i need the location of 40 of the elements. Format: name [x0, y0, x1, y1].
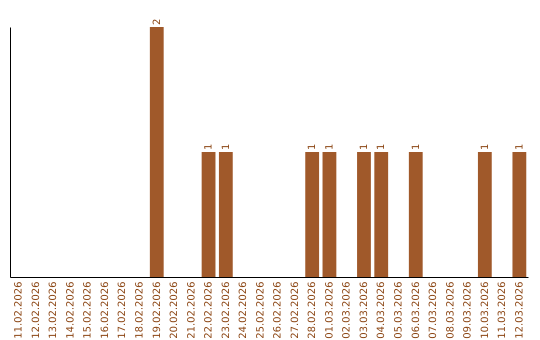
x-tick-label: 14.02.2026	[65, 282, 76, 339]
x-tick-label: 23.02.2026	[220, 282, 232, 339]
data-label: 1	[480, 144, 491, 150]
x-tick-label: 12.03.2026	[514, 282, 526, 339]
x-tick-label: 16.02.2026	[100, 282, 111, 339]
data-label: 1	[220, 144, 232, 150]
x-tick-label: 13.02.2026	[48, 282, 60, 339]
x-tick-label: 25.02.2026	[255, 282, 266, 339]
data-label: 2	[152, 18, 163, 25]
x-tick-label: 28.02.2026	[307, 282, 318, 339]
x-tick-label: 03.03.2026	[358, 282, 370, 339]
x-tick-label: 20.02.2026	[169, 282, 180, 339]
data-label: 1	[410, 144, 422, 150]
x-tick-label: 06.03.2026	[410, 282, 422, 339]
data-label: 1	[204, 144, 215, 150]
data-label: 1	[376, 144, 388, 150]
x-tick-label: 11.02.2026	[14, 282, 25, 339]
data-label: 1	[307, 144, 318, 150]
x-tick-label: 08.03.2026	[445, 282, 456, 339]
data-label: 1	[514, 144, 526, 150]
data-label: 1	[358, 144, 370, 150]
x-tick-label: 19.02.2026	[152, 282, 163, 339]
x-tick-label: 24.02.2026	[238, 282, 250, 339]
x-tick-label: 01.03.2026	[324, 282, 336, 339]
x-tick-label: 22.02.2026	[204, 282, 215, 339]
x-tick-label: 26.02.2026	[272, 282, 284, 339]
data-label: 1	[324, 144, 336, 150]
x-tick-label: 10.03.2026	[480, 282, 491, 339]
x-tick-label: 27.02.2026	[290, 282, 301, 339]
x-tick-label: 11.03.2026	[497, 282, 508, 339]
x-tick-label: 09.03.2026	[462, 282, 474, 339]
x-tick-label: 05.03.2026	[394, 282, 404, 339]
x-tick-label: 02.03.2026	[342, 282, 353, 339]
x-tick-label: 15.02.2026	[82, 282, 94, 339]
x-tick-label: 04.03.2026	[376, 282, 388, 339]
x-tick-label: 17.02.2026	[117, 282, 128, 339]
x-tick-label: 21.02.2026	[186, 282, 198, 339]
x-tick-label: 12.02.2026	[30, 282, 42, 339]
x-tick-label: 07.03.2026	[428, 282, 440, 339]
x-tick-label: 18.02.2026	[134, 282, 146, 339]
